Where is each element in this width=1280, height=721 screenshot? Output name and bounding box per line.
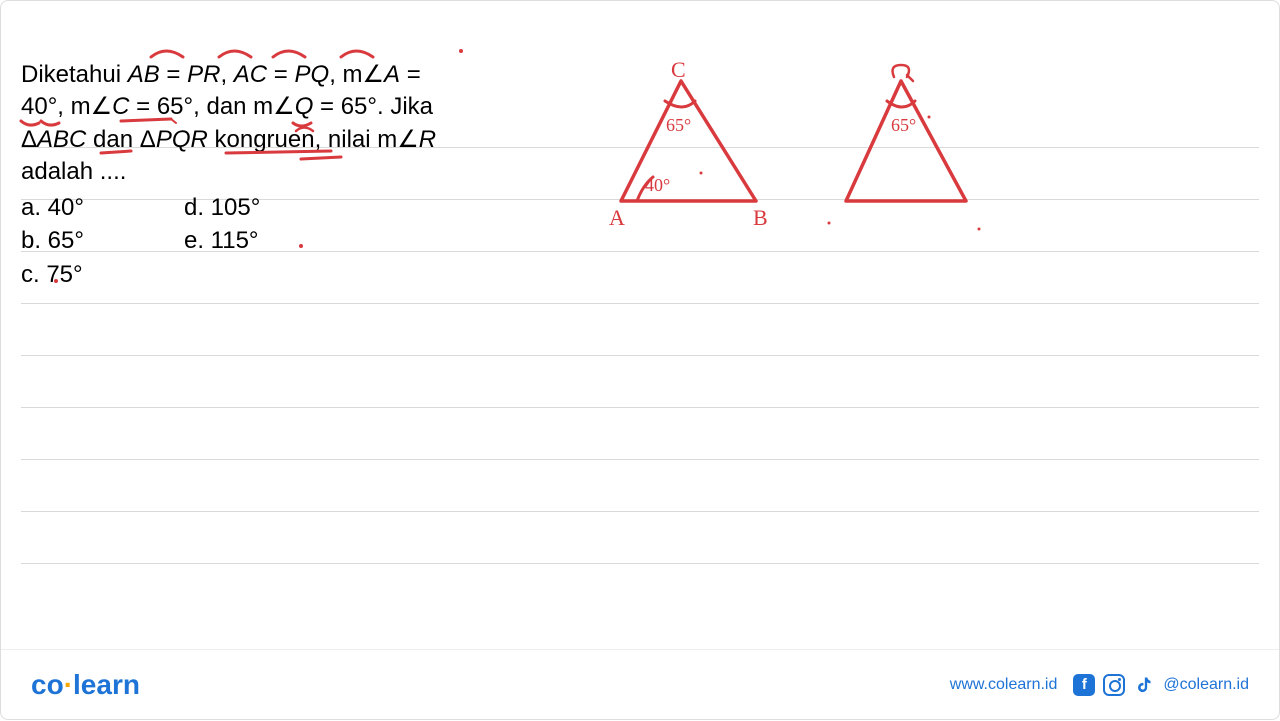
q-l1-eq1: = (160, 61, 187, 88)
q-l2-mid: = 65°, dan m∠ (129, 93, 294, 120)
option-b: b. 65° (21, 224, 84, 258)
q-l3-pre: Δ (21, 126, 37, 153)
q-l1-pre: Diketahui (21, 61, 128, 88)
instagram-icon (1103, 674, 1125, 696)
q-l1-ac: AC (234, 61, 267, 88)
question-line-4: adalah .... (21, 156, 501, 188)
q-l3-end: kongruen, nilai m∠ (208, 126, 419, 153)
question-line-3: ΔABC dan ΔPQR kongruen, nilai m∠R (21, 124, 501, 156)
q-l2-c: C (112, 93, 129, 120)
option-d: d. 105° (184, 191, 260, 225)
q-l2-pre: 40°, m∠ (21, 93, 112, 120)
q-l1-c1: , (220, 61, 233, 88)
logo-learn: learn (73, 669, 140, 700)
option-a: a. 40° (21, 191, 84, 225)
q-l1-a: A (384, 61, 400, 88)
question-line-2: 40°, m∠C = 65°, dan m∠Q = 65°. Jika (21, 91, 501, 123)
facebook-icon: f (1073, 674, 1095, 696)
q-l2-q: Q (295, 93, 314, 120)
footer-handle: @colearn.id (1163, 676, 1249, 694)
q-l1-eq3: = (400, 61, 421, 88)
option-e: e. 115° (184, 224, 260, 258)
rule-line (21, 355, 1259, 356)
question-line-1: Diketahui AB = PR, AC = PQ, m∠A = (21, 59, 501, 91)
rule-line (21, 303, 1259, 304)
tiktok-icon (1133, 674, 1155, 696)
q-l2-end: = 65°. Jika (313, 93, 433, 120)
logo: co·learn (31, 669, 140, 701)
q-l1-ab: AB (128, 61, 160, 88)
question-block: Diketahui AB = PR, AC = PQ, m∠A = 40°, m… (21, 59, 501, 291)
rule-line (21, 511, 1259, 512)
q-l3-pqr: PQR (156, 126, 208, 153)
option-c: c. 75° (21, 258, 84, 292)
q-l1-pr: PR (187, 61, 220, 88)
rule-line (21, 407, 1259, 408)
options-col-1: a. 40° b. 65° c. 75° (21, 191, 84, 292)
logo-dot: · (64, 669, 73, 700)
footer: co·learn www.colearn.id f @colearn.id (1, 649, 1279, 719)
q-l1-pq: PQ (295, 61, 330, 88)
q-l3-r: R (419, 126, 436, 153)
q-l1-c2: , m∠ (329, 61, 384, 88)
footer-url: www.colearn.id (950, 676, 1058, 694)
rule-line (21, 459, 1259, 460)
options-col-2: d. 105° e. 115° (184, 191, 260, 292)
rule-line (21, 563, 1259, 564)
options: a. 40° b. 65° c. 75° d. 105° e. 115° (21, 191, 501, 292)
social-row: f @colearn.id (1073, 674, 1249, 696)
q-l1-eq2: = (267, 61, 294, 88)
q-l3-mid: dan Δ (86, 126, 155, 153)
q-l3-abc: ABC (37, 126, 86, 153)
logo-co: co (31, 669, 64, 700)
